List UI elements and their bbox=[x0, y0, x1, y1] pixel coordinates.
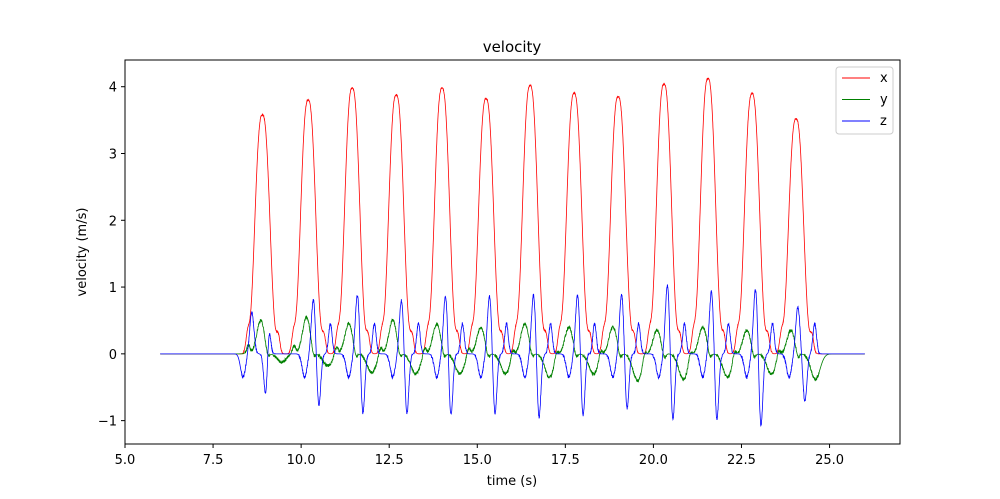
series-line-x bbox=[160, 77, 865, 355]
x-axis-label: time (s) bbox=[487, 474, 537, 489]
x-tick-label: 15.0 bbox=[463, 453, 492, 468]
series-line-z bbox=[160, 284, 865, 428]
y-tick-label: −1 bbox=[98, 415, 117, 430]
chart-title: velocity bbox=[483, 38, 542, 56]
y-tick-label: 3 bbox=[109, 147, 117, 162]
y-tick-label: 0 bbox=[109, 348, 117, 363]
x-tick-label: 12.5 bbox=[375, 453, 404, 468]
plot-frame bbox=[124, 59, 901, 445]
x-tick-label: 10.0 bbox=[287, 453, 316, 468]
x-tick-label: 5.0 bbox=[115, 453, 136, 468]
x-tick-label: 17.5 bbox=[551, 453, 580, 468]
legend: xyz bbox=[835, 66, 894, 135]
legend-box bbox=[835, 66, 894, 135]
y-tick-label: 1 bbox=[109, 281, 117, 296]
legend-label-y: y bbox=[880, 93, 888, 108]
legend-label-z: z bbox=[880, 114, 887, 129]
legend-label-x: x bbox=[880, 71, 888, 86]
y-axis-label: velocity (m/s) bbox=[75, 208, 90, 297]
x-tick-label: 7.5 bbox=[203, 453, 224, 468]
x-tick-label: 20.0 bbox=[639, 453, 668, 468]
series-line-y bbox=[160, 315, 865, 383]
x-tick-label: 22.5 bbox=[727, 453, 756, 468]
y-tick-label: 2 bbox=[109, 214, 117, 229]
x-tick-label: 25.0 bbox=[815, 453, 844, 468]
y-tick-label: 4 bbox=[109, 81, 117, 96]
